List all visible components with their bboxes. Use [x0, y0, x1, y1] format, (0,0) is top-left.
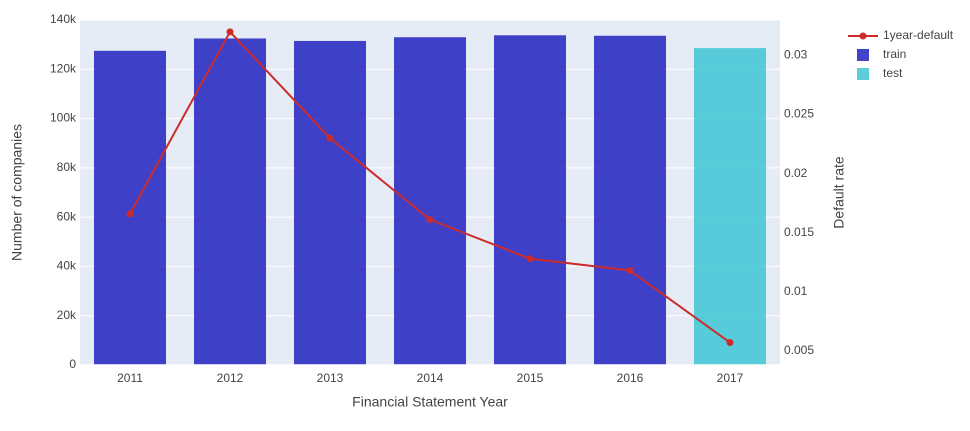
point-1year-default-2015[interactable] [526, 255, 534, 263]
y-tick-label: 60k [57, 209, 77, 223]
y2-tick-label: 0.02 [784, 166, 808, 180]
legend-label: train [883, 47, 906, 61]
y-tick-label: 120k [50, 61, 77, 75]
x-tick-label: 2016 [617, 371, 644, 385]
x-tick-label: 2014 [417, 371, 444, 385]
bar-train-2013[interactable] [294, 40, 366, 365]
legend-label: 1year-default [883, 28, 954, 42]
x-tick-label: 2017 [717, 371, 744, 385]
bar-test-2017[interactable] [694, 48, 766, 365]
legend-marker [859, 32, 867, 40]
y2-tick-label: 0.01 [784, 284, 808, 298]
y2-tick-label: 0.025 [784, 107, 814, 121]
x-tick-label: 2011 [117, 371, 143, 385]
y-axis-title: Number of companies [9, 124, 25, 261]
y-tick-label: 80k [57, 160, 77, 174]
y2-tick-label: 0.03 [784, 48, 808, 62]
point-1year-default-2017[interactable] [726, 339, 734, 347]
point-1year-default-2014[interactable] [426, 216, 434, 224]
legend-bar-swatch[interactable] [857, 68, 869, 80]
y2-axis-title: Default rate [831, 156, 847, 229]
y-tick-label: 140k [50, 12, 77, 26]
legend-bar-swatch[interactable] [857, 49, 869, 61]
bar-train-2012[interactable] [194, 38, 266, 365]
x-tick-label: 2012 [217, 371, 244, 385]
y-tick-label: 40k [57, 259, 77, 273]
point-1year-default-2013[interactable] [326, 134, 334, 142]
bar-train-2014[interactable] [394, 37, 466, 365]
point-1year-default-2016[interactable] [626, 266, 634, 274]
bar-train-2016[interactable] [594, 35, 666, 366]
y-tick-label: 0 [69, 357, 76, 371]
point-1year-default-2011[interactable] [126, 210, 134, 218]
bar-train-2015[interactable] [494, 35, 566, 366]
y2-tick-label: 0.015 [784, 225, 814, 239]
point-1year-default-2012[interactable] [226, 28, 234, 36]
bar-train-2011[interactable] [94, 50, 166, 366]
x-axis-title: Financial Statement Year [352, 394, 508, 410]
y-tick-label: 20k [57, 308, 77, 322]
y2-tick-label: 0.005 [784, 343, 814, 357]
y-tick-label: 100k [50, 111, 77, 125]
x-tick-label: 2013 [317, 371, 344, 385]
x-tick-label: 2015 [517, 371, 544, 385]
legend-label: test [883, 66, 903, 80]
